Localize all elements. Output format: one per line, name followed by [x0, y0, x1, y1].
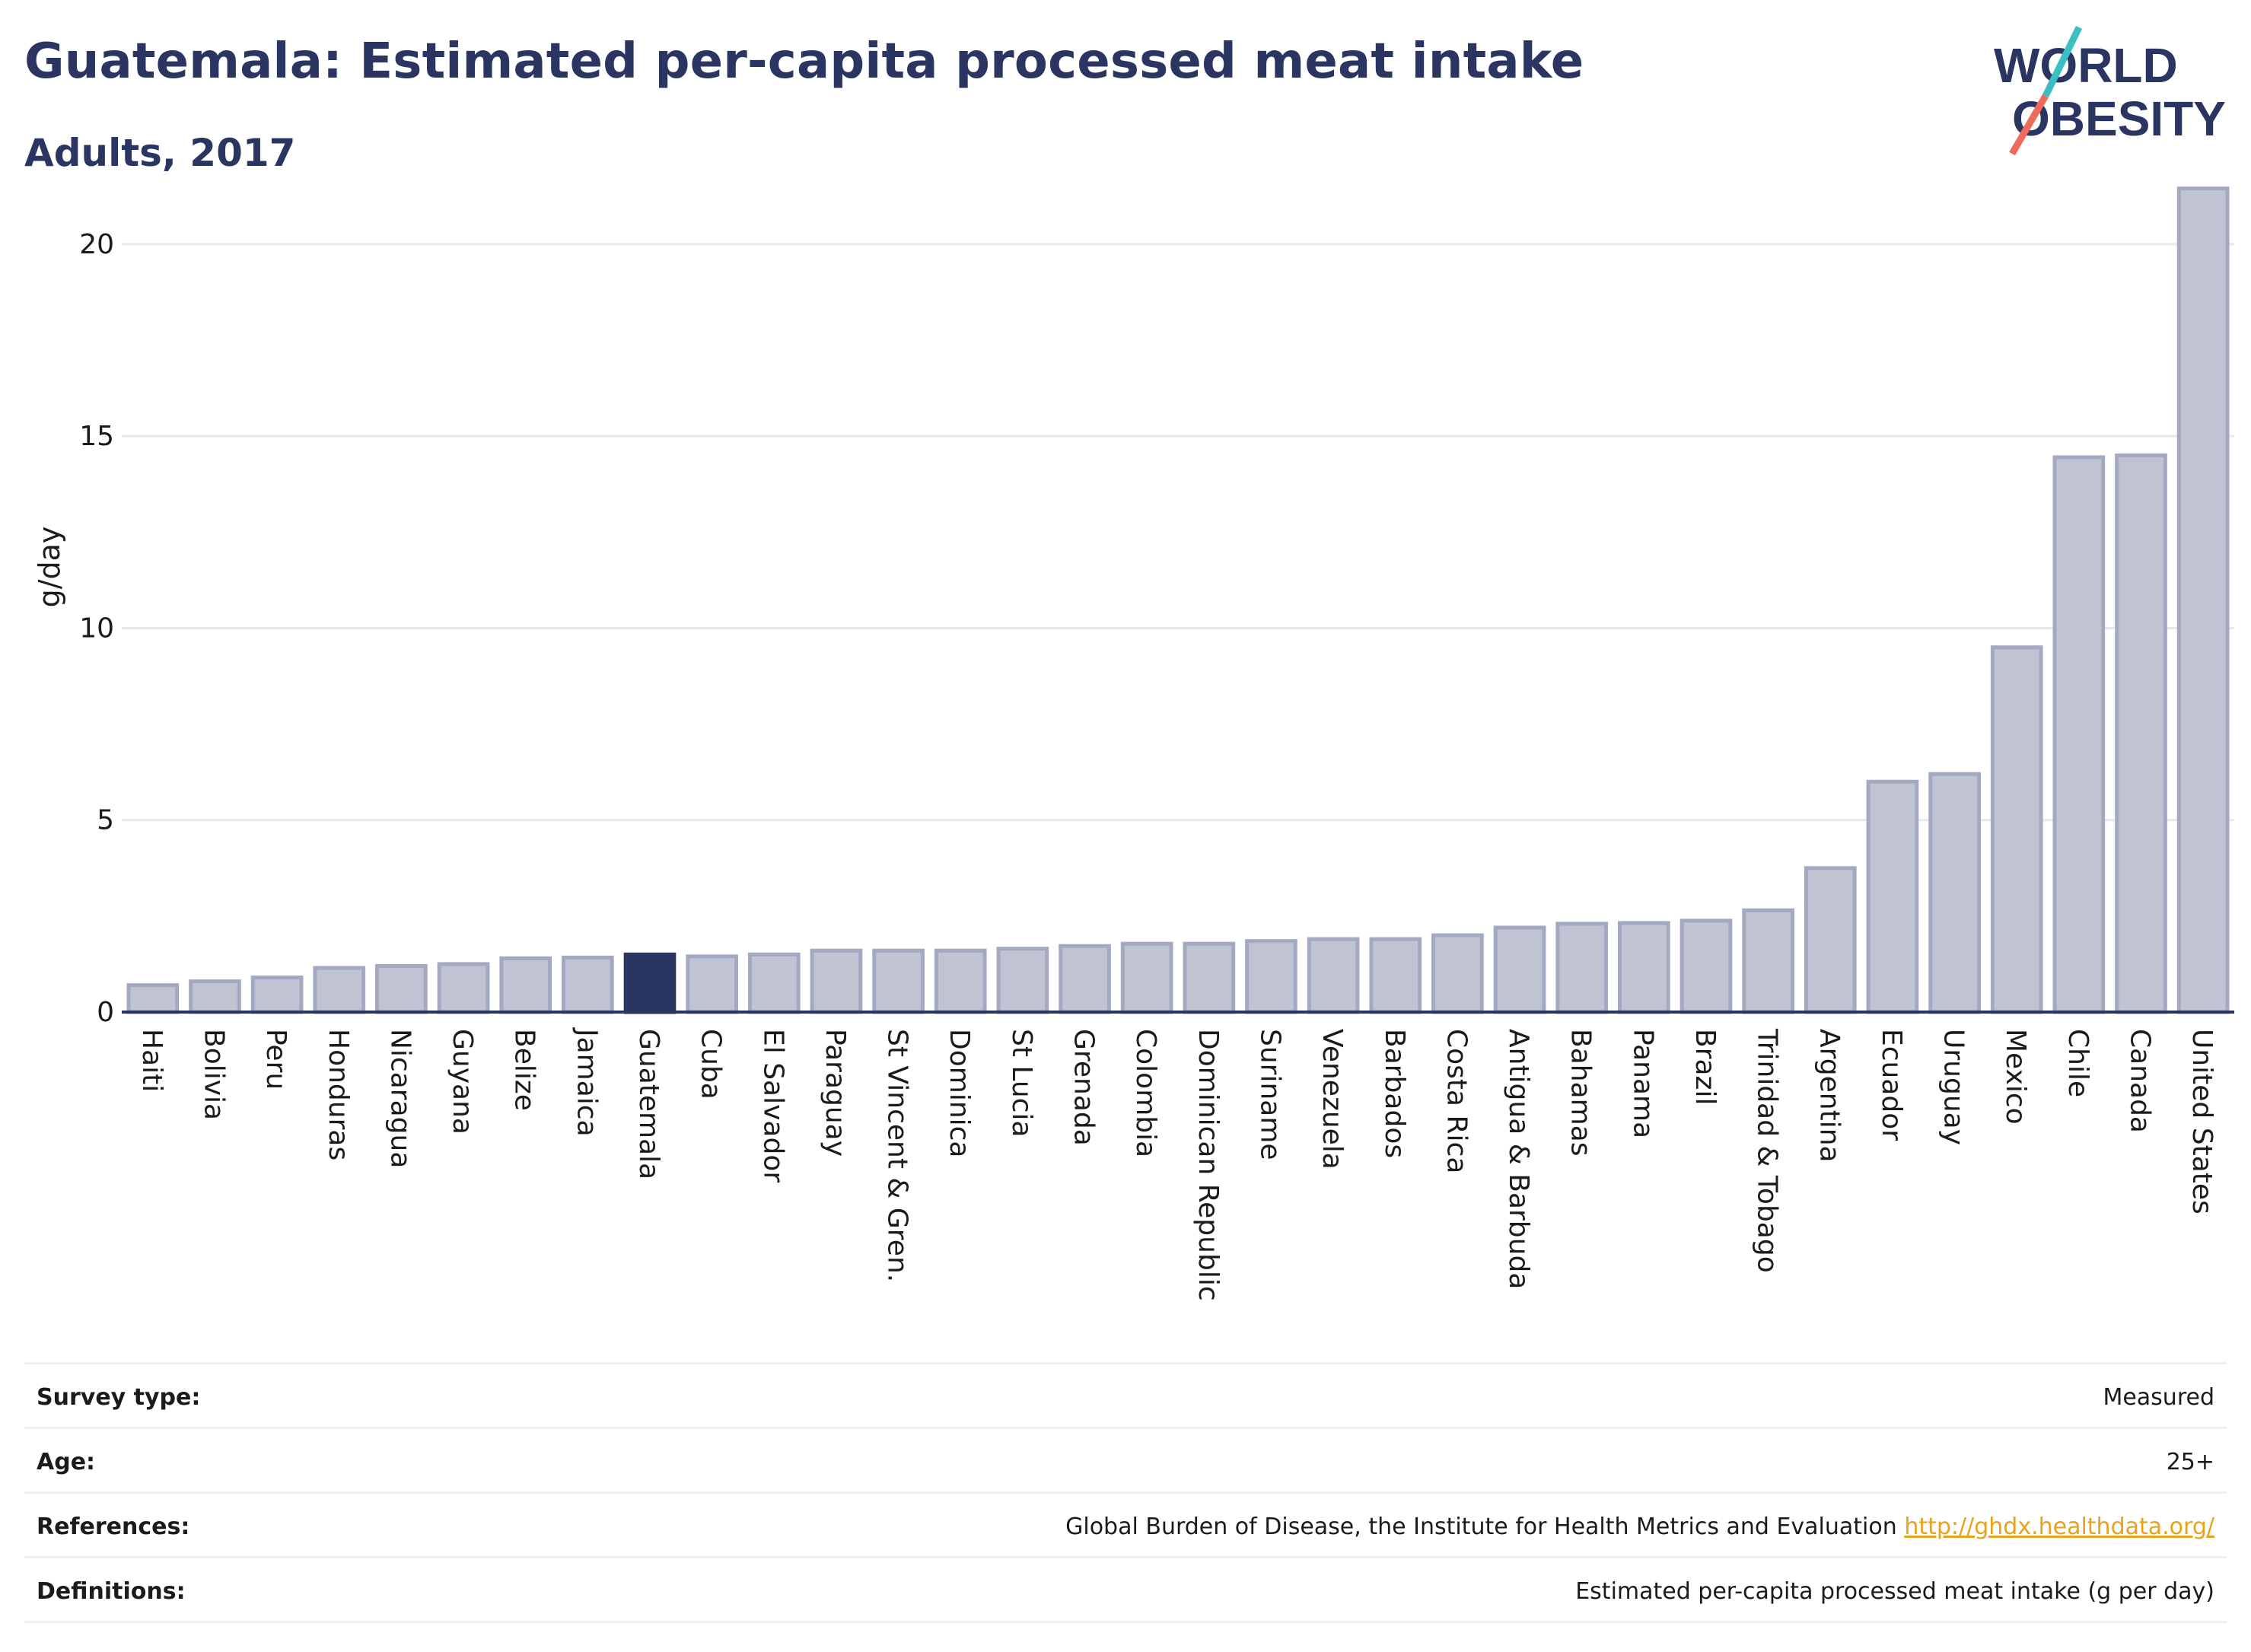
- x-tick-label: Argentina: [1813, 1029, 1845, 1163]
- bar: [872, 948, 925, 1014]
- x-tick-label: Mexico: [2000, 1029, 2031, 1125]
- bar: [1369, 937, 1422, 1014]
- x-tick-label: Trinidad & Tobago: [1752, 1028, 1783, 1273]
- x-tick-label: El Salvador: [757, 1029, 788, 1183]
- bar: [1742, 908, 1794, 1014]
- x-tick-label: Peru: [260, 1029, 291, 1090]
- x-tick-label: Nicaragua: [384, 1029, 415, 1168]
- age-label: Age:: [37, 1449, 96, 1475]
- bar: [747, 952, 801, 1014]
- x-tick-label: Venezuela: [1317, 1029, 1348, 1170]
- bar: [934, 948, 987, 1014]
- x-tick-label: Bahamas: [1565, 1029, 1597, 1157]
- bar: [1866, 779, 1919, 1014]
- x-tick-label: Uruguay: [1938, 1029, 1969, 1145]
- x-tick-label: Suriname: [1254, 1029, 1285, 1160]
- x-tick-label: United States: [2186, 1029, 2218, 1214]
- y-axis-label: g/day: [33, 527, 66, 608]
- logo-slash-bottom: [2009, 94, 2049, 156]
- references-row: References: Global Burden of Disease, th…: [24, 1491, 2227, 1556]
- x-tick-label: Costa Rica: [1441, 1029, 1472, 1173]
- x-tick-label: Belize: [509, 1029, 540, 1111]
- bar: [1307, 937, 1360, 1014]
- y-tick-label: 10: [79, 613, 114, 644]
- bar: [437, 962, 490, 1014]
- bar-chart: 0 5 10 15 20 g/day Haiti Bolivia Peru Honduras Nic…: [33, 186, 2234, 1301]
- bar: [375, 963, 428, 1014]
- survey-type-row: Survey type: Measured: [24, 1362, 2227, 1427]
- definitions-row: Definitions: Estimated per-capita proces…: [24, 1556, 2227, 1623]
- definitions-label: Definitions:: [37, 1578, 186, 1605]
- bar: [1618, 921, 1670, 1014]
- x-tick-label: Guyana: [447, 1029, 478, 1135]
- x-tick-label: Chile: [2062, 1029, 2093, 1097]
- x-tick-label: Barbados: [1379, 1029, 1410, 1158]
- references-label: References:: [37, 1514, 190, 1540]
- x-tick-label: Ecuador: [1876, 1029, 1907, 1141]
- x-tick-label: Panama: [1627, 1029, 1658, 1138]
- bar: [1555, 921, 1609, 1014]
- x-tick-label: Guatemala: [633, 1029, 664, 1179]
- x-tick-label: Colombia: [1130, 1029, 1161, 1157]
- bar: [1804, 866, 1857, 1014]
- references-text: Global Burden of Disease, the Institute …: [1065, 1514, 1897, 1540]
- y-tick-label: 20: [79, 229, 114, 260]
- age-value: 25+: [2166, 1449, 2214, 1475]
- survey-type-label: Survey type:: [37, 1384, 201, 1411]
- bar: [189, 979, 241, 1014]
- world-obesity-logo: WORLD OBESITY: [1994, 26, 2226, 156]
- x-tick-label: St Lucia: [1006, 1029, 1037, 1138]
- info-table: Survey type: Measured Age: 25+ Reference…: [24, 1362, 2227, 1623]
- bar: [1928, 772, 1981, 1014]
- bar: [2176, 186, 2230, 1014]
- bar-highlighted: [623, 952, 677, 1014]
- x-tick-label: Dominica: [944, 1029, 975, 1158]
- page-title: Guatemala: Estimated per-capita processe…: [24, 33, 1584, 90]
- survey-type-value: Measured: [2103, 1384, 2214, 1411]
- bar: [2052, 455, 2106, 1014]
- bar: [686, 954, 738, 1014]
- x-tick-label: Haiti: [136, 1029, 167, 1092]
- x-tick-label: Jamaica: [571, 1027, 602, 1137]
- x-tick-label: Canada: [2125, 1029, 2156, 1133]
- x-tick-label: Bolivia: [198, 1029, 229, 1120]
- bar: [1120, 941, 1173, 1014]
- bar: [2115, 453, 2167, 1014]
- bar: [1431, 933, 1484, 1014]
- logo-line1: WORLD: [1994, 38, 2178, 93]
- definitions-value: Estimated per-capita processed meat inta…: [1575, 1578, 2214, 1605]
- x-tick-label: Cuba: [696, 1029, 727, 1100]
- bar: [499, 956, 552, 1014]
- logo-line2: OBESITY: [2012, 91, 2226, 146]
- y-tick-label: 0: [97, 997, 114, 1028]
- bar: [562, 955, 614, 1014]
- x-tick-label: Antigua & Barbuda: [1503, 1029, 1534, 1289]
- page-subtitle: Adults, 2017: [24, 131, 296, 175]
- x-tick-label: Honduras: [323, 1029, 354, 1160]
- logo-slash-top: [2042, 26, 2083, 97]
- x-tick-label: St Vincent & Gren.: [882, 1029, 913, 1282]
- bar: [1183, 941, 1236, 1014]
- bar: [1059, 944, 1111, 1014]
- x-tick-label: Dominican Republic: [1192, 1029, 1224, 1301]
- y-tick-label: 5: [97, 805, 114, 836]
- age-row: Age: 25+: [24, 1427, 2227, 1491]
- x-tick-label: Grenada: [1068, 1029, 1100, 1146]
- bar: [126, 983, 180, 1014]
- y-tick-label: 15: [79, 421, 114, 452]
- references-value: Global Burden of Disease, the Institute …: [1065, 1514, 2214, 1540]
- references-link[interactable]: http://ghdx.healthdata.org/: [1904, 1514, 2214, 1540]
- bar: [1679, 918, 1733, 1014]
- bar: [1990, 645, 2043, 1014]
- bar: [1493, 925, 1546, 1014]
- bar: [996, 947, 1049, 1014]
- bar: [313, 966, 366, 1014]
- bar: [810, 948, 863, 1014]
- x-tick-label: Paraguay: [820, 1029, 851, 1157]
- bar: [250, 976, 304, 1014]
- x-tick-label: Brazil: [1689, 1029, 1721, 1105]
- bar: [1245, 939, 1297, 1014]
